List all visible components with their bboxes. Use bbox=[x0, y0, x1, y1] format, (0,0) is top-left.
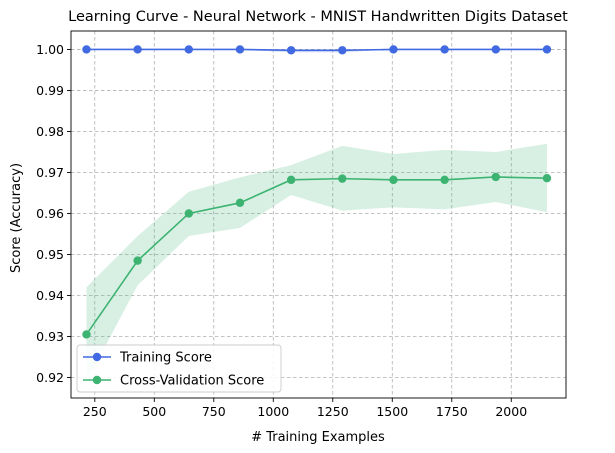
legend-label-1: Cross-Validation Score bbox=[120, 374, 264, 389]
x-tick-label: 1500 bbox=[376, 404, 408, 419]
data-point-s1-5 bbox=[338, 174, 347, 183]
data-point-s1-4 bbox=[286, 175, 296, 185]
y-tick-label: 0.98 bbox=[36, 124, 64, 139]
data-point-s1-2 bbox=[184, 209, 194, 218]
data-point-s1-8 bbox=[491, 172, 500, 182]
legend-marker-0 bbox=[92, 352, 102, 362]
legend: Training Score Cross-Validation Score bbox=[76, 344, 282, 393]
y-tick-label: 0.94 bbox=[36, 288, 64, 303]
data-point-s0-7 bbox=[440, 45, 449, 54]
data-point-s1-1 bbox=[133, 256, 142, 265]
x-tick-label: 250 bbox=[83, 404, 107, 419]
data-point-s0-9 bbox=[542, 45, 552, 54]
data-point-s1-3 bbox=[235, 198, 245, 208]
data-point-s1-6 bbox=[389, 175, 398, 185]
x-axis-label: # Training Examples bbox=[251, 430, 385, 445]
data-point-s0-1 bbox=[133, 45, 142, 54]
data-point-s0-3 bbox=[235, 45, 245, 54]
data-point-s0-2 bbox=[184, 45, 194, 54]
data-point-s1-7 bbox=[440, 175, 449, 185]
series-line-1 bbox=[85, 176, 547, 335]
series-band-1 bbox=[86, 143, 547, 382]
series-line-0 bbox=[86, 48, 547, 52]
data-point-s1-9 bbox=[542, 174, 552, 183]
y-tick-label: 0.96 bbox=[36, 206, 64, 221]
y-tick-label: 0.95 bbox=[36, 247, 64, 262]
x-tick-label: 1250 bbox=[317, 404, 349, 419]
data-point-s0-6 bbox=[389, 45, 398, 54]
y-tick-label: 0.92 bbox=[36, 370, 64, 385]
y-tick-label: 0.93 bbox=[36, 329, 64, 344]
data-point-s0-0 bbox=[82, 45, 91, 54]
x-tick-label: 1000 bbox=[257, 404, 289, 419]
y-axis-label: Score (Accuracy) bbox=[9, 163, 24, 273]
legend-box bbox=[76, 344, 282, 393]
y-tick-label: 1.00 bbox=[36, 42, 64, 57]
data-point-s1-0 bbox=[82, 330, 91, 339]
y-tick-label: 0.99 bbox=[36, 83, 64, 98]
data-point-s0-8 bbox=[491, 45, 500, 54]
x-tick-label: 750 bbox=[202, 404, 226, 419]
legend-label-0: Training Score bbox=[119, 351, 212, 366]
plot-area: 250 500 750 1000 1250 1500 1750 2000 0.92 0.93 0.9… bbox=[36, 30, 567, 419]
axes-frame bbox=[70, 30, 567, 399]
data-point-s0-5 bbox=[338, 46, 347, 55]
x-tick-label: 2000 bbox=[495, 404, 527, 419]
y-tick-label: 0.97 bbox=[36, 165, 64, 180]
data-point-s0-4 bbox=[286, 46, 296, 55]
legend-marker-1 bbox=[92, 375, 102, 385]
x-tick-label: 1750 bbox=[436, 404, 468, 419]
x-tick-label: 500 bbox=[142, 404, 166, 419]
chart-title: Learning Curve - Neural Network - MNIST … bbox=[68, 9, 568, 25]
